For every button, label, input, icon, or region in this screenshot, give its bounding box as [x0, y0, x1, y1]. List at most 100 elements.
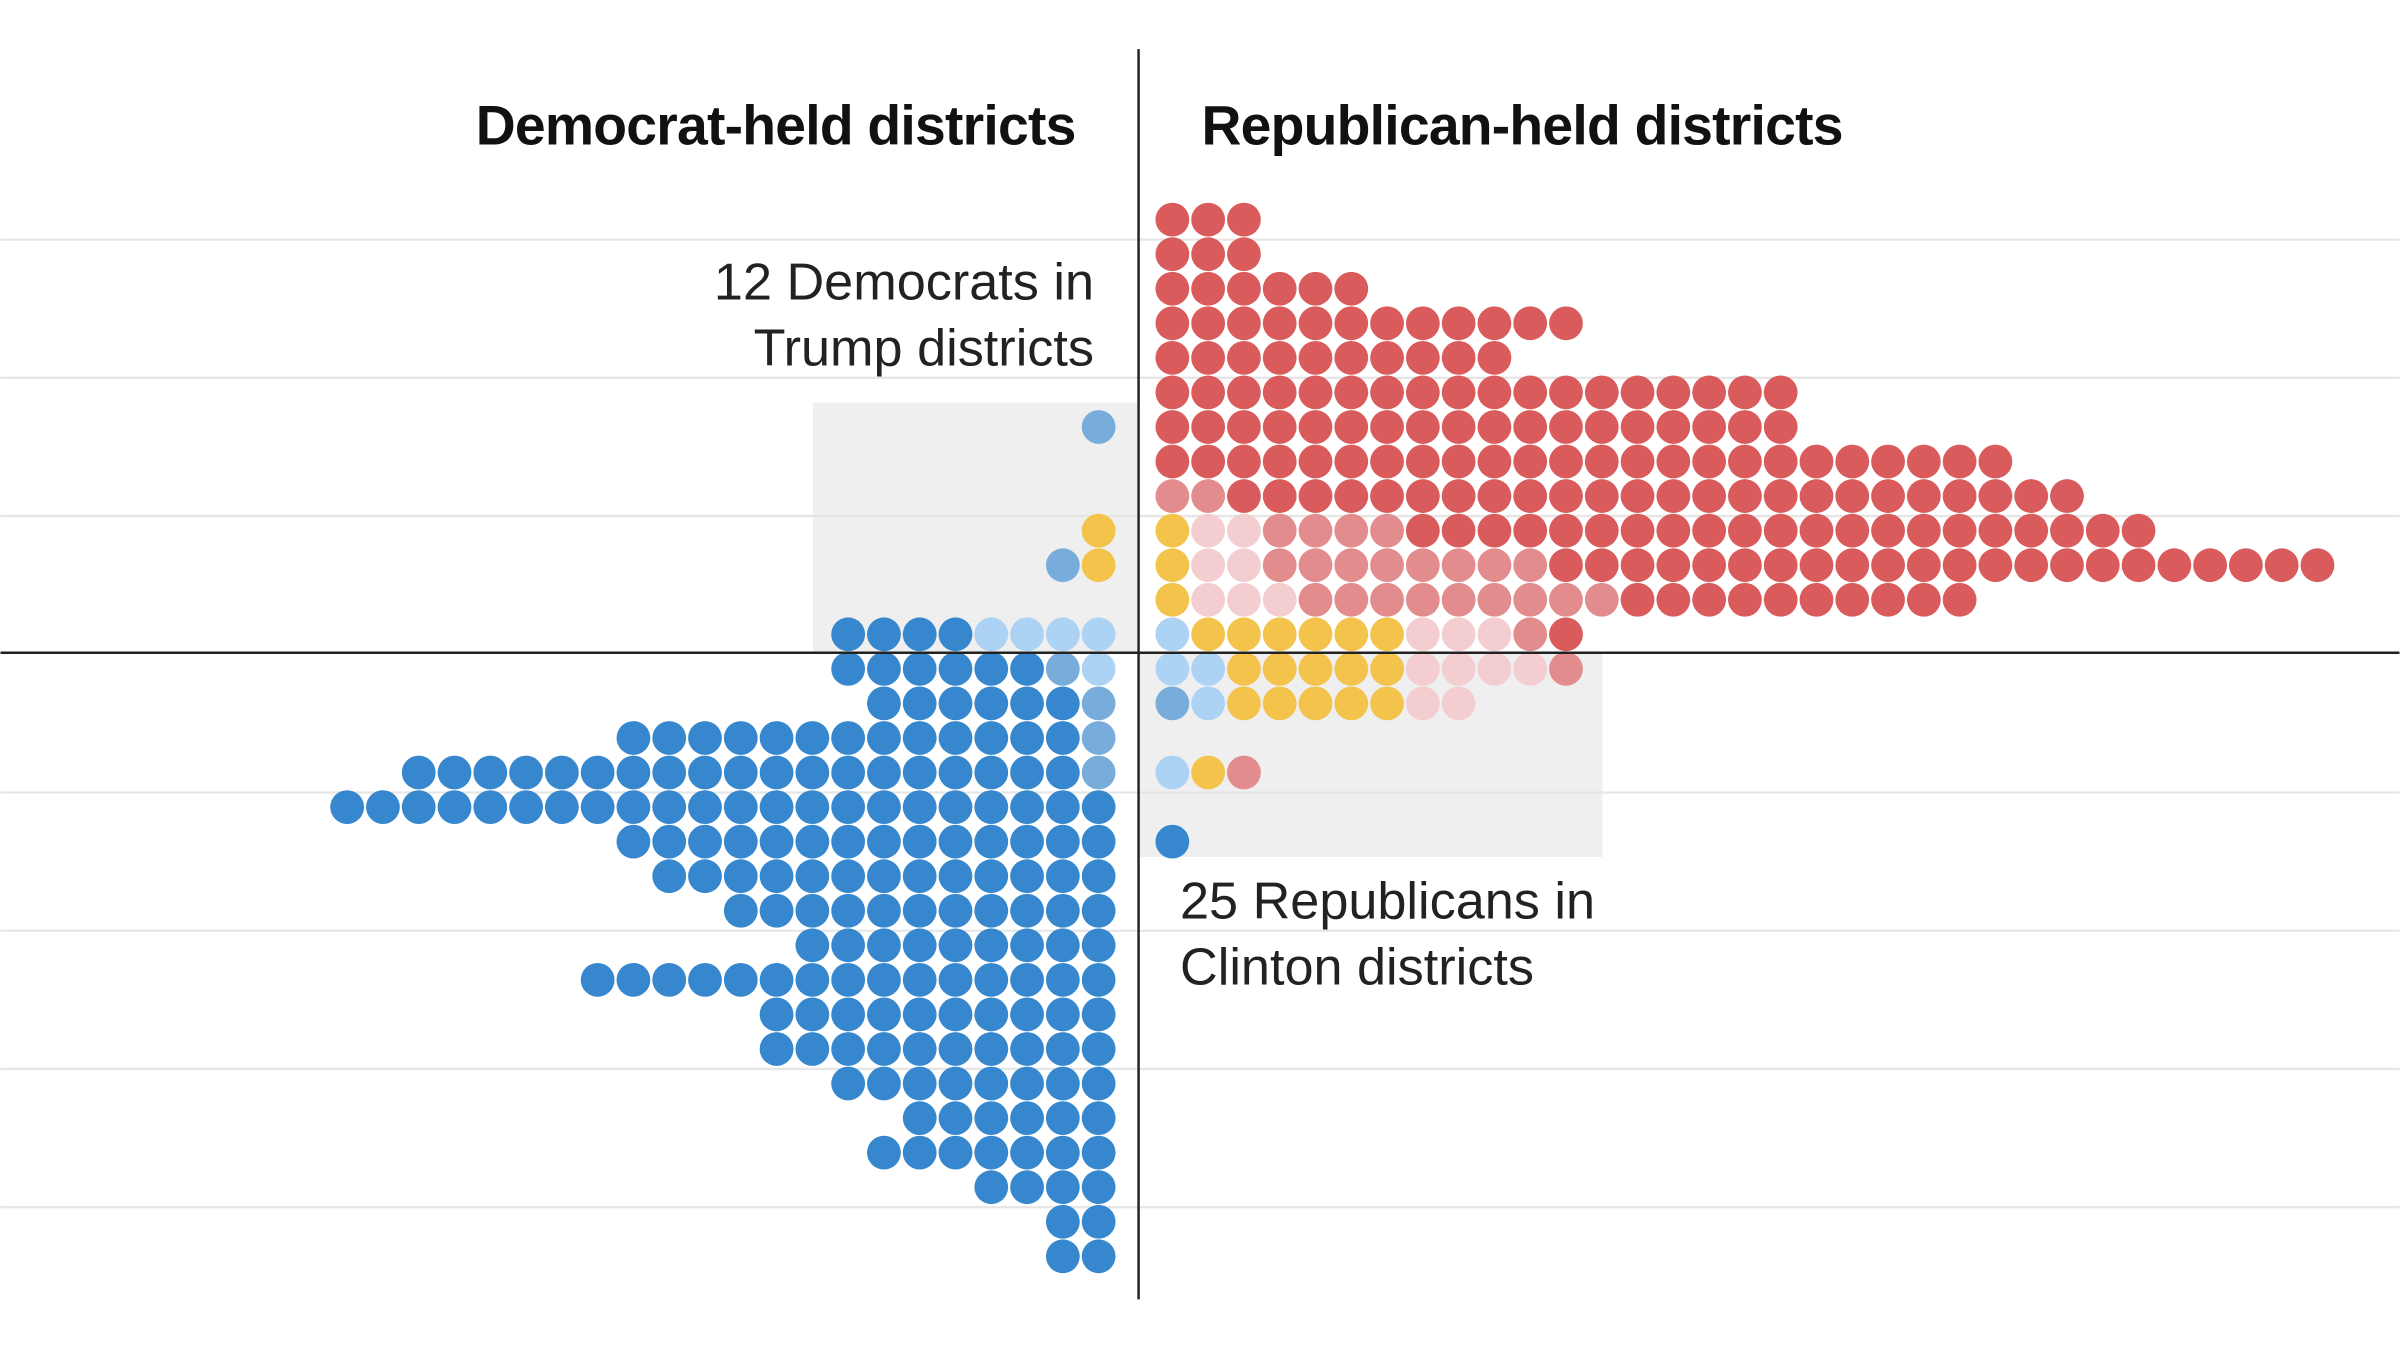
district-dot-left-blue [1045, 686, 1080, 721]
district-dot-right-red [1763, 548, 1798, 583]
district-dot-right-red [1441, 410, 1476, 444]
district-dot-left-medium-blue [1045, 548, 1080, 583]
district-dot-right-red [1513, 410, 1548, 444]
district-dot-right-red [1370, 340, 1404, 375]
district-dot-left-blue [867, 997, 901, 1032]
district-dot-left-blue [867, 893, 901, 928]
district-dot-right-red [1155, 340, 1190, 375]
district-dot-left-blue [902, 893, 937, 928]
district-dot-right-red [1227, 479, 1261, 513]
district-dot-left-blue [688, 962, 722, 997]
district-dot-left-blue [831, 962, 866, 997]
district-dot-left-blue [616, 721, 651, 755]
district-dot-right-medium-red [1477, 548, 1512, 583]
district-dot-left-blue [544, 755, 579, 790]
district-dot-left-blue [1010, 721, 1044, 755]
district-dot-right-red [1513, 513, 1548, 548]
district-dot-right-red [2050, 513, 2084, 548]
district-dot-left-blue [795, 1032, 830, 1066]
district-dot-right-medium-red [1298, 548, 1333, 583]
district-dot-right-medium-red [1513, 548, 1548, 583]
district-dot-right-red [1298, 479, 1333, 513]
district-dot-right-red [1227, 340, 1261, 375]
district-dot-right-red [1262, 444, 1297, 479]
district-dot-left-blue [938, 790, 973, 824]
district-dot-right-red [1441, 513, 1476, 548]
district-dot-left-blue [902, 617, 937, 652]
district-dot-right-red [1728, 513, 1762, 548]
district-dot-left-blue [974, 1101, 1009, 1135]
district-dot-right-red [1262, 375, 1297, 410]
district-dot-left-blue [795, 893, 830, 928]
district-dot-left-blue [867, 962, 901, 997]
district-dot-left-blue [1081, 1239, 1116, 1274]
district-dot-left-blue [759, 859, 794, 894]
heading-democrat: Democrat-held districts [476, 94, 1076, 156]
district-dot-left-blue [795, 721, 830, 755]
district-dot-left-blue [867, 790, 901, 824]
district-dot-right-red [1155, 444, 1190, 479]
district-dot-right-red [2229, 548, 2263, 583]
district-dot-right-pale-red [1405, 617, 1440, 652]
district-dot-right-red [2121, 513, 2156, 548]
district-dot-right-yellow [1262, 686, 1297, 721]
district-dot-right-light-blue [1155, 651, 1190, 686]
district-dot-right-yellow [1191, 617, 1226, 652]
district-dot-right-red [1227, 306, 1261, 341]
district-dot-left-blue [1045, 997, 1080, 1032]
district-dot-right-pale-red [1441, 651, 1476, 686]
district-dot-left-medium-blue [1081, 686, 1116, 721]
district-dot-left-blue [1081, 1066, 1116, 1101]
district-dot-right-yellow [1334, 617, 1369, 652]
district-dot-left-blue [1045, 1135, 1080, 1170]
district-dot-right-red [1763, 375, 1798, 410]
district-dot-left-blue [902, 824, 937, 859]
district-dot-right-red [1191, 410, 1226, 444]
district-dot-left-light-blue [1081, 617, 1116, 652]
district-dot-left-blue [795, 790, 830, 824]
district-dot-right-red [1692, 479, 1727, 513]
district-dot-left-blue [795, 824, 830, 859]
district-dot-right-red [1262, 271, 1297, 306]
district-dot-left-medium-blue [1081, 755, 1116, 790]
district-dot-right-red [1549, 410, 1583, 444]
district-dot-right-red [1942, 582, 1977, 617]
district-dot-left-blue [1045, 962, 1080, 997]
district-dot-right-red [1799, 548, 1834, 583]
district-dot-right-red [2264, 548, 2299, 583]
district-dot-right-red [1906, 479, 1941, 513]
district-dot-right-yellow [1370, 651, 1404, 686]
district-dot-right-red [1262, 410, 1297, 444]
district-dot-left-blue [1010, 686, 1044, 721]
district-dot-right-red [1728, 548, 1762, 583]
district-dot-right-red [1477, 340, 1512, 375]
district-dot-right-red [1871, 479, 1905, 513]
district-dot-left-blue [974, 651, 1009, 686]
district-dot-right-red [1549, 375, 1583, 410]
district-dot-right-red [1835, 444, 1870, 479]
district-dot-left-blue [688, 824, 722, 859]
district-dot-right-red [1871, 548, 1905, 583]
district-dot-right-pale-red [1405, 651, 1440, 686]
district-dot-left-blue [723, 790, 758, 824]
district-dot-right-yellow [1298, 686, 1333, 721]
district-dot-right-pale-red [1262, 582, 1297, 617]
district-dot-left-blue [1081, 790, 1116, 824]
district-dot-right-red [1513, 375, 1548, 410]
district-dot-right-red [1835, 548, 1870, 583]
district-dot-right-pale-red [1477, 617, 1512, 652]
district-dot-right-red [1835, 513, 1870, 548]
district-dot-right-red [1191, 271, 1226, 306]
district-dot-left-blue [867, 1032, 901, 1066]
district-dot-left-blue [974, 755, 1009, 790]
district-dot-right-red [1191, 237, 1226, 272]
district-dot-right-red [1728, 444, 1762, 479]
district-dot-left-blue [867, 859, 901, 894]
district-dot-left-blue [652, 755, 687, 790]
district-dot-left-blue [902, 1101, 937, 1135]
district-dot-right-red [1906, 444, 1941, 479]
district-dot-right-pale-red [1191, 513, 1226, 548]
district-dot-right-red [1835, 479, 1870, 513]
district-dot-left-blue [1045, 1170, 1080, 1205]
district-dot-right-red [1155, 202, 1190, 237]
